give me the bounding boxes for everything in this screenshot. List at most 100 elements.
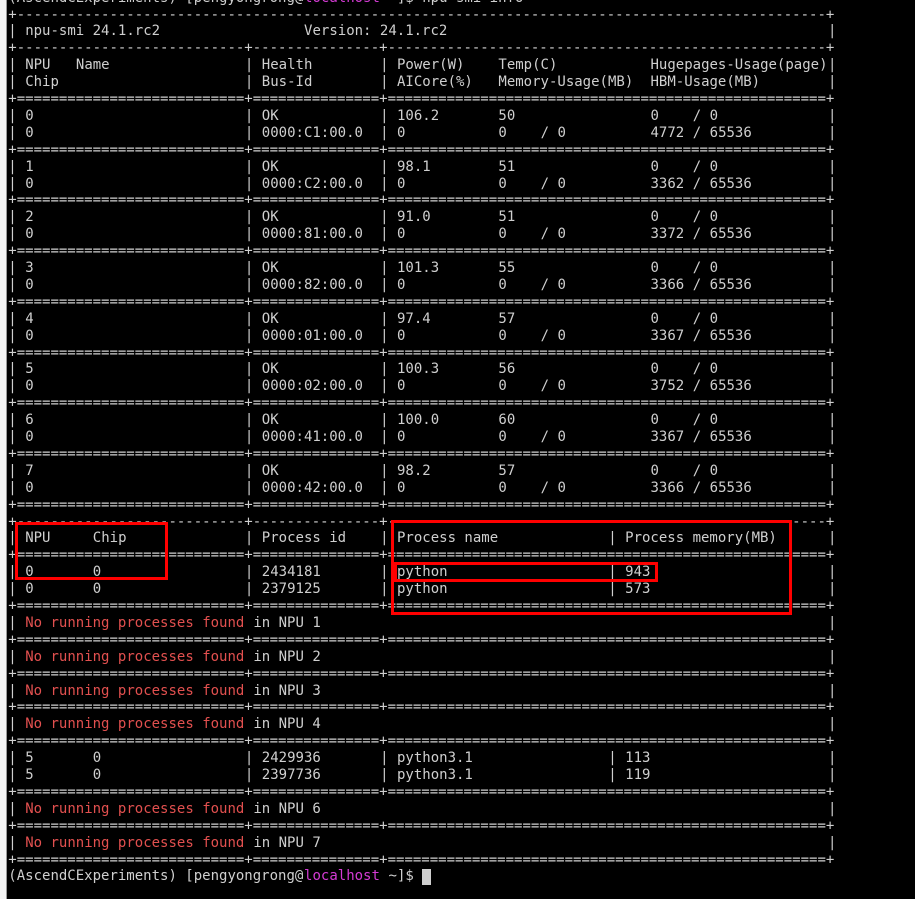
border-bar: | <box>244 767 254 783</box>
border-bar: | <box>827 175 837 192</box>
memory-used: 0 <box>498 175 507 192</box>
border-bar: | <box>827 800 837 817</box>
border-bar: | <box>244 750 254 767</box>
double-separator: +===========================+===========… <box>7 345 915 362</box>
chip-id: 0 <box>25 479 34 496</box>
border-bar: | <box>380 581 389 598</box>
double-separator: +===========================+===========… <box>7 395 915 412</box>
aicore-value: 0 <box>397 479 406 496</box>
aicore-value: 0 <box>397 378 406 395</box>
memory-total: 0 <box>557 226 566 243</box>
hbm-total: 65536 <box>709 276 752 293</box>
hbm-total: 65536 <box>709 327 752 344</box>
border-bar: | <box>244 74 254 91</box>
npu-id: 3 <box>25 260 34 276</box>
temp-value: 51 <box>498 158 516 175</box>
border-bar: | <box>380 462 389 479</box>
process-npu: 5 <box>25 750 34 767</box>
border-line: +===========================+===========… <box>8 598 835 614</box>
border-bar: | <box>8 834 17 851</box>
npu-row: | | | | 7 OK 98.2 57 0 / 0 <box>7 463 915 480</box>
border-line: +===========================+===========… <box>8 699 835 716</box>
hugepages-total: 0 <box>709 158 719 175</box>
border-bar: | <box>8 260 17 276</box>
double-separator: +===========================+===========… <box>7 699 915 716</box>
process-row: | | | | | 5 0 2397736 python3.1 119 <box>7 767 915 784</box>
memory-used: 0 <box>498 226 507 243</box>
double-separator: +===========================+===========… <box>7 142 915 159</box>
hugepages-used: 0 <box>650 412 659 429</box>
chip-id: 0 <box>25 327 34 344</box>
bus-id: 0000:81:00.0 <box>261 226 363 243</box>
no-process-row: | | No running processes found in NPU 6 <box>7 801 915 818</box>
slash: / <box>540 479 550 496</box>
separator: +---------------------------+-----------… <box>7 40 915 57</box>
memory-used: 0 <box>498 276 507 293</box>
border-bar: | <box>827 564 837 581</box>
border-bar: | <box>827 74 837 91</box>
prompt-user: (AscendCExperiments) [pengyongrong@ <box>8 868 304 885</box>
border-bar: | <box>827 57 837 74</box>
power-value: 97.4 <box>397 310 431 327</box>
border-bar: | <box>244 276 254 293</box>
memory-total: 0 <box>557 479 566 496</box>
separator: +---------------------------------------… <box>7 7 915 24</box>
prompt-command: ~]$ npu-smi info <box>380 0 524 7</box>
border-bar: | <box>8 276 17 293</box>
border-bar: | <box>244 530 254 547</box>
double-separator: +===========================+===========… <box>7 598 915 615</box>
border-line: +---------------------------+-----------… <box>8 40 835 57</box>
border-bar: | <box>827 226 837 243</box>
border-bar: | <box>827 614 837 631</box>
border-bar: | <box>827 276 837 293</box>
column-header: HBM-Usage(MB) <box>650 74 761 91</box>
npu-id: 2 <box>25 209 34 226</box>
npu-chip-row: | | | | 0 0000:C2:00.0 0 0 / 0 3362 / 65536 <box>7 176 915 193</box>
chip-id: 0 <box>25 378 34 395</box>
npu-id: 1 <box>25 158 34 175</box>
border-bar: | <box>827 716 837 733</box>
slash: / <box>692 276 702 293</box>
border-line: +===========================+===========… <box>8 445 835 462</box>
border-line: +===========================+===========… <box>8 395 835 412</box>
bus-id: 0000:C2:00.0 <box>261 175 363 192</box>
prompt-line: (AscendCExperiments) [pengyongrong@ local… <box>7 868 915 886</box>
header-line: | | npu-smi 24.1.rc2 Version: 24.1.rc2 <box>7 23 915 40</box>
npu-id: 6 <box>25 412 34 429</box>
border-bar: | <box>244 564 254 581</box>
hbm-total: 65536 <box>709 226 752 243</box>
border-bar: | <box>8 226 17 243</box>
npu-id: 5 <box>25 361 34 378</box>
bus-id: 0000:41:00.0 <box>261 429 363 445</box>
border-bar: | <box>608 581 617 598</box>
memory-total: 0 <box>557 276 566 293</box>
power-value: 100.0 <box>397 412 440 429</box>
border-bar: | <box>827 479 837 496</box>
no-process-message: No running processes found <box>25 834 245 851</box>
hugepages-total: 0 <box>709 462 719 479</box>
border-bar: | <box>827 124 837 141</box>
hugepages-used: 0 <box>650 310 659 327</box>
process-row: | | | | | 0 0 2434181 python 943 <box>7 564 915 581</box>
hbm-total: 65536 <box>709 124 752 141</box>
border-bar: | <box>380 276 389 293</box>
border-bar: | <box>8 750 17 767</box>
column-header: Process id <box>261 530 347 547</box>
column-header: Chip <box>92 530 127 547</box>
npu-chip-row: | | | | 0 0000:01:00.0 0 0 / 0 3367 / 65536 <box>7 328 915 345</box>
process-memory: 119 <box>625 767 651 783</box>
border-bar: | <box>244 581 254 598</box>
process-npu: 0 <box>25 581 34 598</box>
border-bar: | <box>380 412 389 429</box>
aicore-value: 0 <box>397 276 406 293</box>
chip-id: 0 <box>25 429 34 445</box>
border-bar: | <box>380 378 389 395</box>
terminal[interactable]: (AscendCExperiments) [pengyongrong@local… <box>7 0 915 899</box>
npu-row: | | | | 5 OK 100.3 56 0 / 0 <box>7 361 915 378</box>
border-bar: | <box>380 479 389 496</box>
border-bar: | <box>380 107 389 124</box>
slash: / <box>692 462 702 479</box>
double-separator: +===========================+===========… <box>7 733 915 750</box>
memory-total: 0 <box>557 327 566 344</box>
column-header: Health <box>261 57 313 74</box>
